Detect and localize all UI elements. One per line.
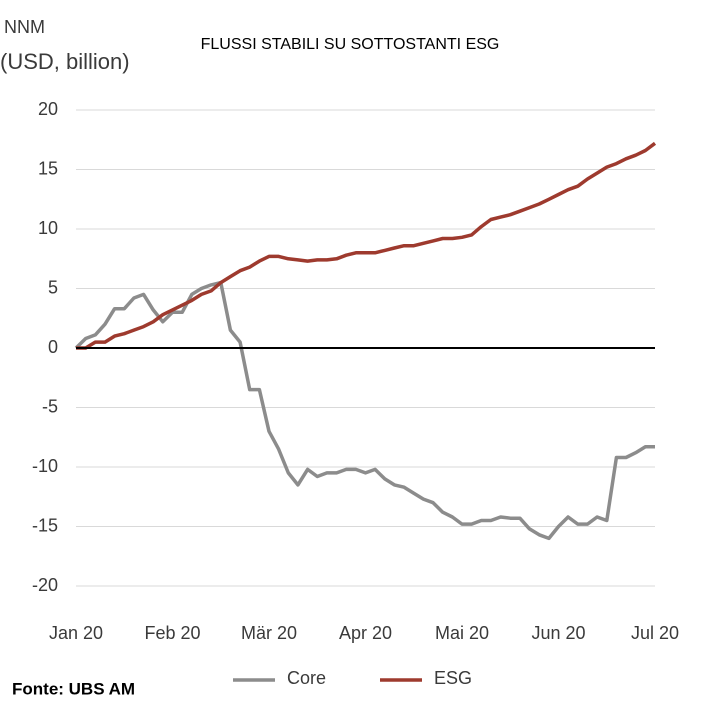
y-tick-label: -10 (32, 456, 58, 476)
legend-label: Core (287, 668, 326, 688)
line (74, 280, 655, 541)
y-tick-label: 0 (48, 337, 58, 357)
y-axis-label: (USD, billion) (0, 49, 130, 74)
x-tick-label: Feb 20 (144, 623, 200, 643)
y-tick-label: 5 (48, 277, 58, 297)
chart-title: FLUSSI STABILI SU SOTTOSTANTI ESG (201, 36, 500, 53)
legend-label: ESG (434, 668, 472, 688)
y-tick-label: -20 (32, 575, 58, 595)
x-tick-label: Mai 20 (435, 623, 489, 643)
y-tick-label: 20 (38, 99, 58, 119)
line (76, 141, 657, 350)
x-tick-label: Apr 20 (339, 623, 392, 643)
x-tick-label: Mär 20 (241, 623, 297, 643)
y-axis-label: NNM (4, 17, 45, 37)
x-tick-label: Jan 20 (49, 623, 103, 643)
y-tick-label: 15 (38, 158, 58, 178)
x-tick-label: Jun 20 (531, 623, 585, 643)
source: Fonte: UBS AM (12, 679, 135, 698)
x-tick-label: Jul 20 (631, 623, 679, 643)
y-tick-label: 10 (38, 218, 58, 238)
y-tick-label: -15 (32, 515, 58, 535)
y-tick-label: -5 (42, 396, 58, 416)
